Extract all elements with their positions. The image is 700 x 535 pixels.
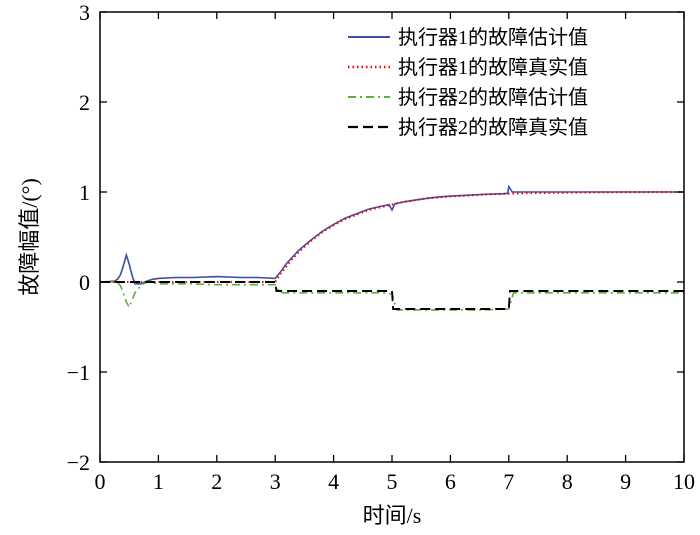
plot-box bbox=[99, 11, 685, 463]
x-tick-label: 0 bbox=[95, 469, 106, 494]
legend-label-3: 执行器2的故障真实值 bbox=[398, 116, 588, 139]
y-tick-label: 3 bbox=[79, 0, 90, 25]
series-line-0 bbox=[99, 184, 684, 285]
legend-label-1: 执行器1的故障真实值 bbox=[398, 56, 588, 79]
x-tick-label: 8 bbox=[562, 469, 573, 494]
y-axis-title: 故障幅值/(°) bbox=[17, 178, 42, 296]
series-line-1 bbox=[100, 190, 685, 284]
x-tick-label: 3 bbox=[270, 469, 281, 494]
series-line-2 bbox=[100, 281, 684, 311]
legend-label-0: 执行器1的故障估计值 bbox=[398, 26, 588, 49]
y-tick-label: 2 bbox=[79, 90, 90, 115]
y-tick-label: −1 bbox=[67, 360, 90, 385]
y-tick-label: 1 bbox=[79, 180, 90, 205]
x-tick-label: 4 bbox=[328, 469, 339, 494]
x-axis-title: 时间/s bbox=[362, 503, 422, 528]
x-tick-label: 9 bbox=[620, 469, 631, 494]
x-tick-label: 5 bbox=[387, 469, 398, 494]
legend-label-2: 执行器2的故障估计值 bbox=[398, 86, 588, 109]
series-line-3 bbox=[100, 281, 684, 310]
x-tick-label: 10 bbox=[673, 469, 695, 494]
x-tick-label: 1 bbox=[153, 469, 164, 494]
x-tick-label: 2 bbox=[211, 469, 222, 494]
y-tick-label: 0 bbox=[79, 270, 90, 295]
x-tick-label: 7 bbox=[503, 469, 514, 494]
x-tick-label: 6 bbox=[445, 469, 456, 494]
y-tick-label: −2 bbox=[67, 450, 90, 475]
